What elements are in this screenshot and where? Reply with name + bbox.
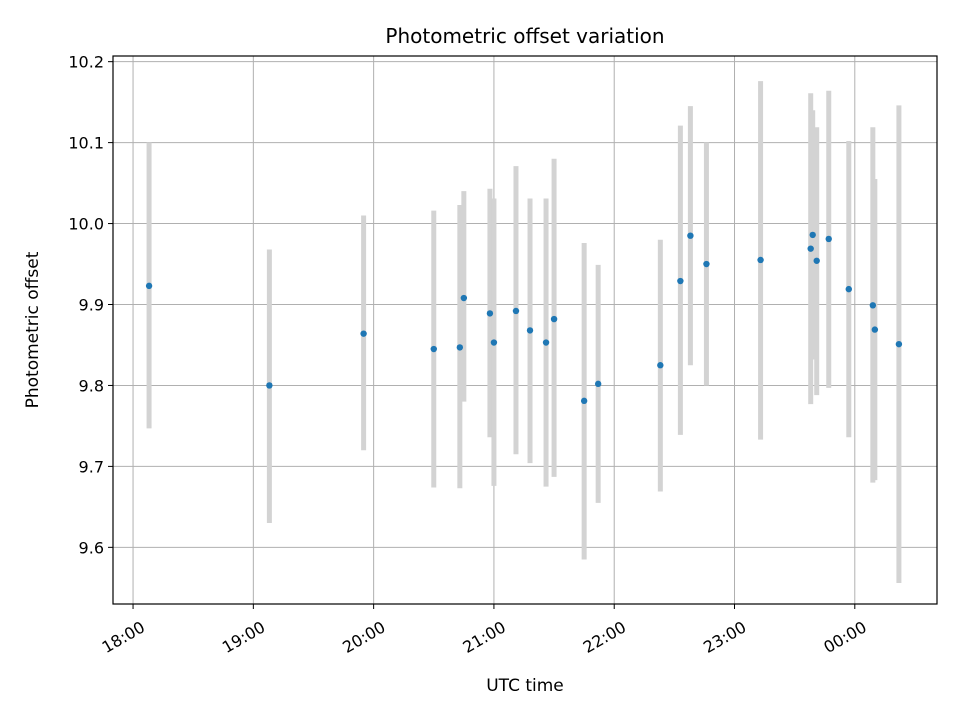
y-tick-label: 9.6 — [79, 538, 104, 557]
x-tick-label: 23:00 — [700, 617, 749, 657]
x-tick-label: 18:00 — [99, 617, 148, 657]
data-point — [677, 277, 684, 285]
data-point — [657, 362, 664, 369]
data-point — [845, 285, 852, 293]
y-tick-label: 9.9 — [79, 296, 104, 315]
x-tick-label: 21:00 — [459, 617, 508, 657]
data-point — [703, 260, 710, 268]
data-point — [825, 235, 832, 243]
data-point — [550, 315, 558, 323]
data-point — [145, 282, 153, 290]
data-point — [895, 340, 903, 348]
data-points — [145, 231, 903, 405]
data-point — [869, 302, 877, 309]
data-point — [360, 330, 367, 337]
data-point — [813, 257, 820, 264]
data-point — [526, 327, 534, 334]
data-point — [809, 231, 816, 239]
y-tick-label: 9.8 — [79, 376, 104, 395]
y-tick-label: 10.0 — [68, 215, 104, 234]
data-point — [871, 326, 879, 333]
data-point — [594, 380, 602, 388]
data-point — [486, 310, 494, 317]
y-tick-label: 10.2 — [68, 53, 104, 72]
data-point — [266, 382, 273, 389]
data-point — [460, 294, 468, 302]
chart-title: Photometric offset variation — [385, 24, 664, 48]
y-tick-label: 10.1 — [68, 134, 104, 153]
data-point — [757, 256, 764, 264]
error-bars — [146, 81, 902, 583]
y-tick-label: 9.7 — [79, 457, 104, 476]
data-point — [807, 245, 814, 252]
data-point — [687, 232, 694, 239]
data-point — [542, 339, 550, 346]
plot-frame — [112, 55, 938, 605]
x-tick-label: 22:00 — [580, 617, 629, 657]
y-axis-label: Photometric offset — [23, 251, 43, 408]
grid — [113, 56, 937, 604]
data-point — [512, 307, 520, 315]
x-axis: 18:00 19:00 20:00 21:00 22:00 23:00 00:00 — [99, 604, 870, 657]
y-axis: 9.6 9.7 9.8 9.9 10.0 10.1 10.2 — [68, 53, 113, 557]
data-point — [430, 345, 437, 353]
data-point — [580, 397, 588, 405]
data-point — [456, 344, 464, 351]
x-axis-label: UTC time — [486, 676, 564, 696]
data-point — [490, 339, 498, 346]
x-tick-label: 19:00 — [219, 617, 268, 657]
x-tick-label: 00:00 — [820, 617, 869, 657]
x-tick-label: 20:00 — [339, 617, 388, 657]
